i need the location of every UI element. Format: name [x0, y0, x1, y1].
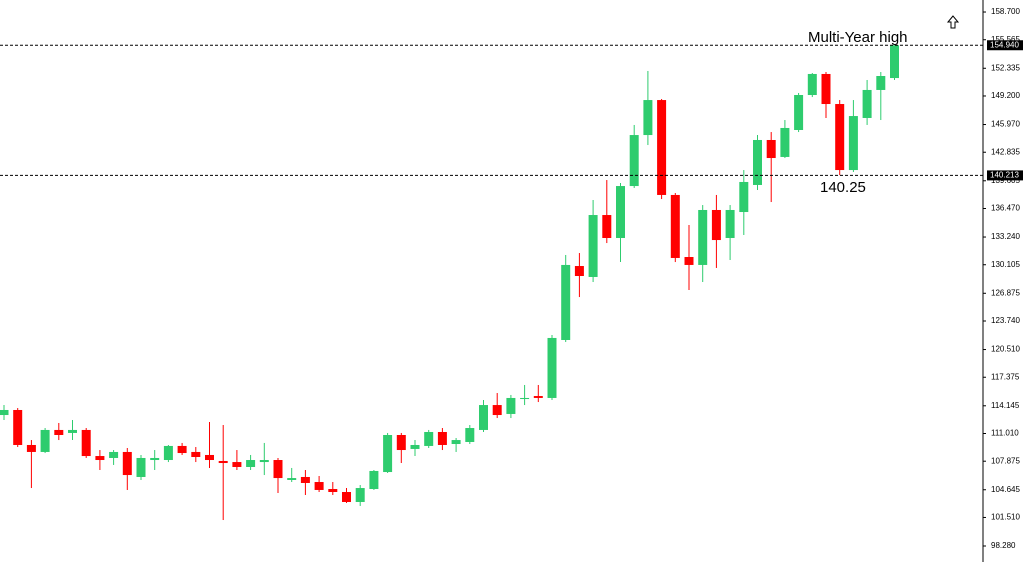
candle-body [794, 95, 804, 131]
candle-body [835, 104, 845, 171]
candle-body [287, 478, 297, 480]
candle-body [862, 89, 872, 118]
y-tick-label: 142.835 [991, 147, 1020, 156]
level-label: 140.213 [990, 171, 1019, 180]
candle-body [0, 409, 9, 416]
y-tick-label: 126.875 [991, 288, 1020, 297]
candle-body [780, 127, 790, 157]
candle-body [410, 444, 420, 449]
candle-body [451, 440, 461, 445]
y-tick-label: 114.145 [991, 401, 1020, 410]
y-tick-label: 130.105 [991, 260, 1020, 269]
candle-body [848, 116, 858, 171]
candle-body [259, 460, 269, 463]
y-tick-label: 120.510 [991, 345, 1020, 354]
candle-body [136, 457, 146, 477]
candle-body [163, 445, 173, 461]
y-tick-label: 149.200 [991, 91, 1020, 100]
candle-body [396, 434, 406, 451]
y-tick-label: 101.510 [991, 513, 1020, 522]
up-arrow-icon [946, 15, 960, 29]
y-tick-label: 145.970 [991, 120, 1020, 129]
candle-body [81, 429, 91, 457]
candle-body [40, 429, 50, 452]
candle-body [95, 456, 105, 461]
candle-body [150, 457, 160, 461]
candle-body [246, 460, 256, 467]
y-tick-label: 123.740 [991, 316, 1020, 325]
candle-body [766, 139, 776, 159]
candle-body [698, 209, 708, 265]
candle-body [533, 396, 543, 398]
candle-body [520, 397, 530, 400]
candle-body [437, 431, 447, 445]
y-tick-label: 98.280 [991, 541, 1016, 550]
candle-body [588, 215, 598, 277]
candle-body [725, 209, 735, 239]
candle-body [122, 451, 132, 476]
y-tick-label: 158.700 [991, 7, 1020, 16]
y-tick-label: 155.565 [991, 35, 1020, 44]
candle-body [328, 488, 338, 493]
candle-body [205, 454, 214, 461]
y-tick-label: 107.875 [991, 456, 1020, 465]
candle-body [753, 139, 762, 185]
candle-body [355, 488, 365, 502]
candle-body [657, 100, 667, 195]
candle-body [300, 476, 310, 483]
candle-body [807, 73, 817, 96]
annotation: 140.25 [820, 179, 866, 196]
candle-body [684, 257, 694, 265]
candle-body [465, 428, 475, 442]
candle-body [218, 460, 228, 464]
candle-body [191, 451, 201, 458]
level-label-box [987, 170, 1023, 181]
candle-body [616, 186, 625, 239]
y-tick-label: 136.470 [991, 204, 1020, 213]
candle-body [383, 434, 393, 473]
candle-body [643, 100, 653, 136]
candle-body [68, 429, 77, 433]
candle-body [26, 444, 36, 452]
candle-body [876, 76, 886, 90]
candle-body [547, 337, 557, 398]
level-label: 154.940 [990, 40, 1019, 49]
y-tick-label: 152.335 [991, 63, 1020, 72]
y-tick-label: 104.645 [991, 485, 1020, 494]
candle-body [54, 429, 64, 435]
candle-body [492, 405, 502, 416]
candle-body [232, 462, 242, 467]
candle-body [602, 215, 612, 239]
candle-body [739, 181, 749, 213]
candle-body [369, 470, 379, 489]
candle-body [711, 209, 721, 241]
y-tick-label: 111.010 [991, 429, 1019, 438]
candle-body [821, 73, 831, 105]
y-tick-label: 117.375 [991, 372, 1020, 381]
candle-body [13, 409, 23, 445]
candle-body [890, 45, 899, 79]
level-label-box [987, 40, 1023, 51]
y-tick-label: 133.240 [991, 232, 1020, 241]
candle-body [314, 482, 324, 490]
candle-body [629, 135, 639, 187]
candle-body [670, 194, 680, 258]
candle-body [342, 492, 351, 502]
candle-body [479, 405, 488, 430]
candle-body [424, 431, 434, 446]
candle-body [109, 451, 119, 458]
candle-body [506, 397, 516, 414]
candle-body [177, 445, 187, 454]
candle-body [273, 460, 283, 479]
annotation: Multi-Year high [808, 29, 908, 46]
candle-body [561, 264, 571, 340]
candle-body [574, 266, 584, 277]
